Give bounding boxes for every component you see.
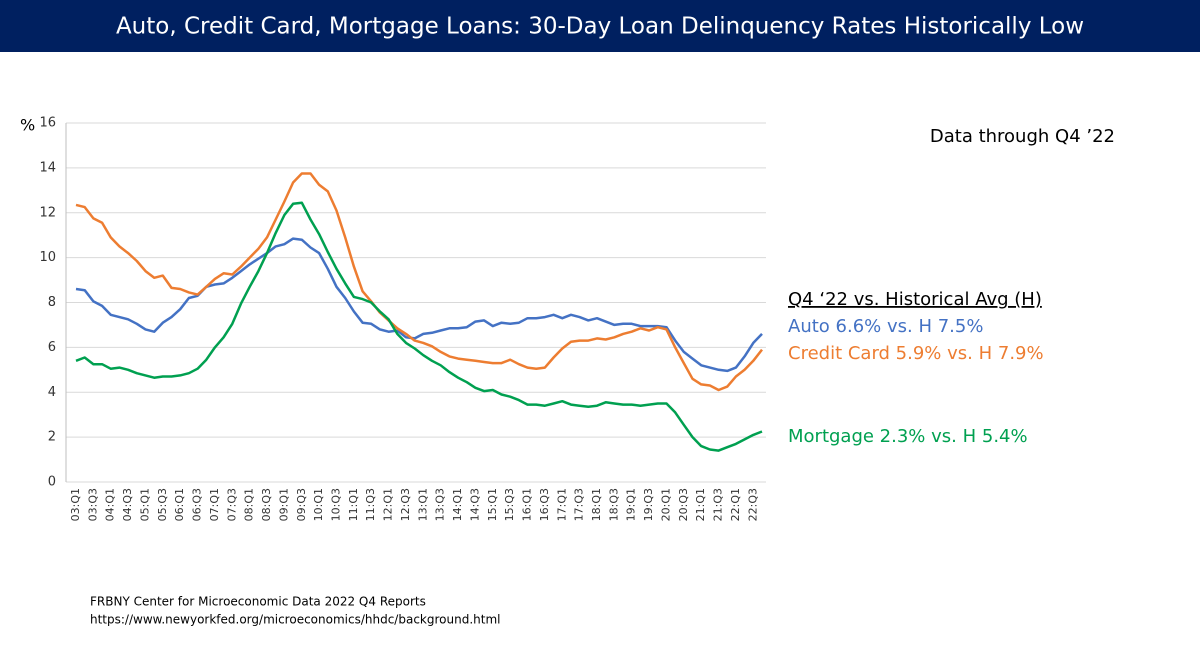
x-tick-label: 04:Q3 bbox=[121, 488, 134, 521]
x-tick-label: 09:Q1 bbox=[277, 488, 290, 521]
x-tick-label: 16:Q1 bbox=[521, 488, 534, 521]
x-tick-label: 05:Q3 bbox=[156, 488, 169, 521]
annotation: Data through Q4 ’22 bbox=[930, 126, 1115, 147]
x-tick-label: 03:Q1 bbox=[69, 488, 82, 521]
x-tick-label: 22:Q3 bbox=[746, 488, 759, 521]
x-tick-label: 15:Q1 bbox=[486, 488, 499, 521]
x-tick-label: 22:Q1 bbox=[729, 488, 742, 521]
x-tick-label: 21:Q3 bbox=[712, 488, 725, 521]
x-tick-label: 05:Q1 bbox=[138, 488, 151, 521]
y-tick-label: 4 bbox=[48, 385, 56, 400]
x-tick-label: 14:Q3 bbox=[468, 488, 481, 521]
y-tick-label: 14 bbox=[39, 160, 56, 175]
x-tick-label: 12:Q3 bbox=[399, 488, 412, 521]
x-tick-label: 08:Q3 bbox=[260, 488, 273, 521]
x-tick-label: 08:Q1 bbox=[243, 488, 256, 521]
x-tick-label: 14:Q1 bbox=[451, 488, 464, 521]
x-tick-label: 16:Q3 bbox=[538, 488, 551, 521]
legend-title: Q4 ‘22 vs. Historical Avg (H) bbox=[788, 289, 1042, 310]
x-tick-label: 10:Q1 bbox=[312, 488, 325, 521]
y-tick-label: 10 bbox=[39, 250, 56, 265]
y-tick-label: 8 bbox=[48, 295, 56, 310]
y-tick-label: 12 bbox=[39, 205, 56, 220]
y-tick-label: 6 bbox=[48, 340, 56, 355]
x-tick-label: 11:Q3 bbox=[364, 488, 377, 521]
x-tick-label: 11:Q1 bbox=[347, 488, 360, 521]
x-tick-label: 19:Q3 bbox=[642, 488, 655, 521]
legend-entry: Auto 6.6% vs. H 7.5% bbox=[788, 316, 983, 337]
legend-entry: Credit Card 5.9% vs. H 7.9% bbox=[788, 343, 1044, 364]
y-unit: % bbox=[20, 116, 35, 135]
x-tick-label: 12:Q1 bbox=[382, 488, 395, 521]
x-tick-label: 06:Q1 bbox=[173, 488, 186, 521]
x-tick-label: 09:Q3 bbox=[295, 488, 308, 521]
x-tick-label: 06:Q3 bbox=[191, 488, 204, 521]
x-tick-label: 18:Q1 bbox=[590, 488, 603, 521]
source-url: https://www.newyorkfed.org/microeconomic… bbox=[90, 613, 500, 627]
x-tick-label: 07:Q1 bbox=[208, 488, 221, 521]
x-tick-label: 10:Q3 bbox=[330, 488, 343, 521]
x-tick-label: 13:Q1 bbox=[416, 488, 429, 521]
legend-entry: Mortgage 2.3% vs. H 5.4% bbox=[788, 426, 1028, 447]
x-tick-label: 21:Q1 bbox=[694, 488, 707, 521]
y-tick-label: 16 bbox=[39, 116, 56, 131]
series-line bbox=[75, 237, 763, 373]
series-line bbox=[75, 172, 763, 392]
x-tick-label: 13:Q3 bbox=[434, 488, 447, 521]
source: FRBNY Center for Microeconomic Data 2022… bbox=[90, 595, 426, 609]
y-tick-label: 2 bbox=[48, 430, 56, 445]
y-tick-label: 0 bbox=[48, 475, 56, 490]
series-line bbox=[75, 201, 763, 452]
x-tick-label: 20:Q3 bbox=[677, 488, 690, 521]
x-tick-label: 15:Q3 bbox=[503, 488, 516, 521]
header-bar bbox=[0, 0, 1200, 52]
x-tick-label: 17:Q3 bbox=[573, 488, 586, 521]
x-tick-label: 07:Q3 bbox=[225, 488, 238, 521]
x-tick-label: 17:Q1 bbox=[555, 488, 568, 521]
x-tick-label: 04:Q1 bbox=[104, 488, 117, 521]
x-tick-label: 19:Q1 bbox=[625, 488, 638, 521]
x-tick-label: 20:Q1 bbox=[659, 488, 672, 521]
x-tick-label: 18:Q3 bbox=[607, 488, 620, 521]
chart-title: Auto, Credit Card, Mortgage Loans: 30-Da… bbox=[116, 14, 1084, 40]
x-tick-label: 03:Q3 bbox=[86, 488, 99, 521]
